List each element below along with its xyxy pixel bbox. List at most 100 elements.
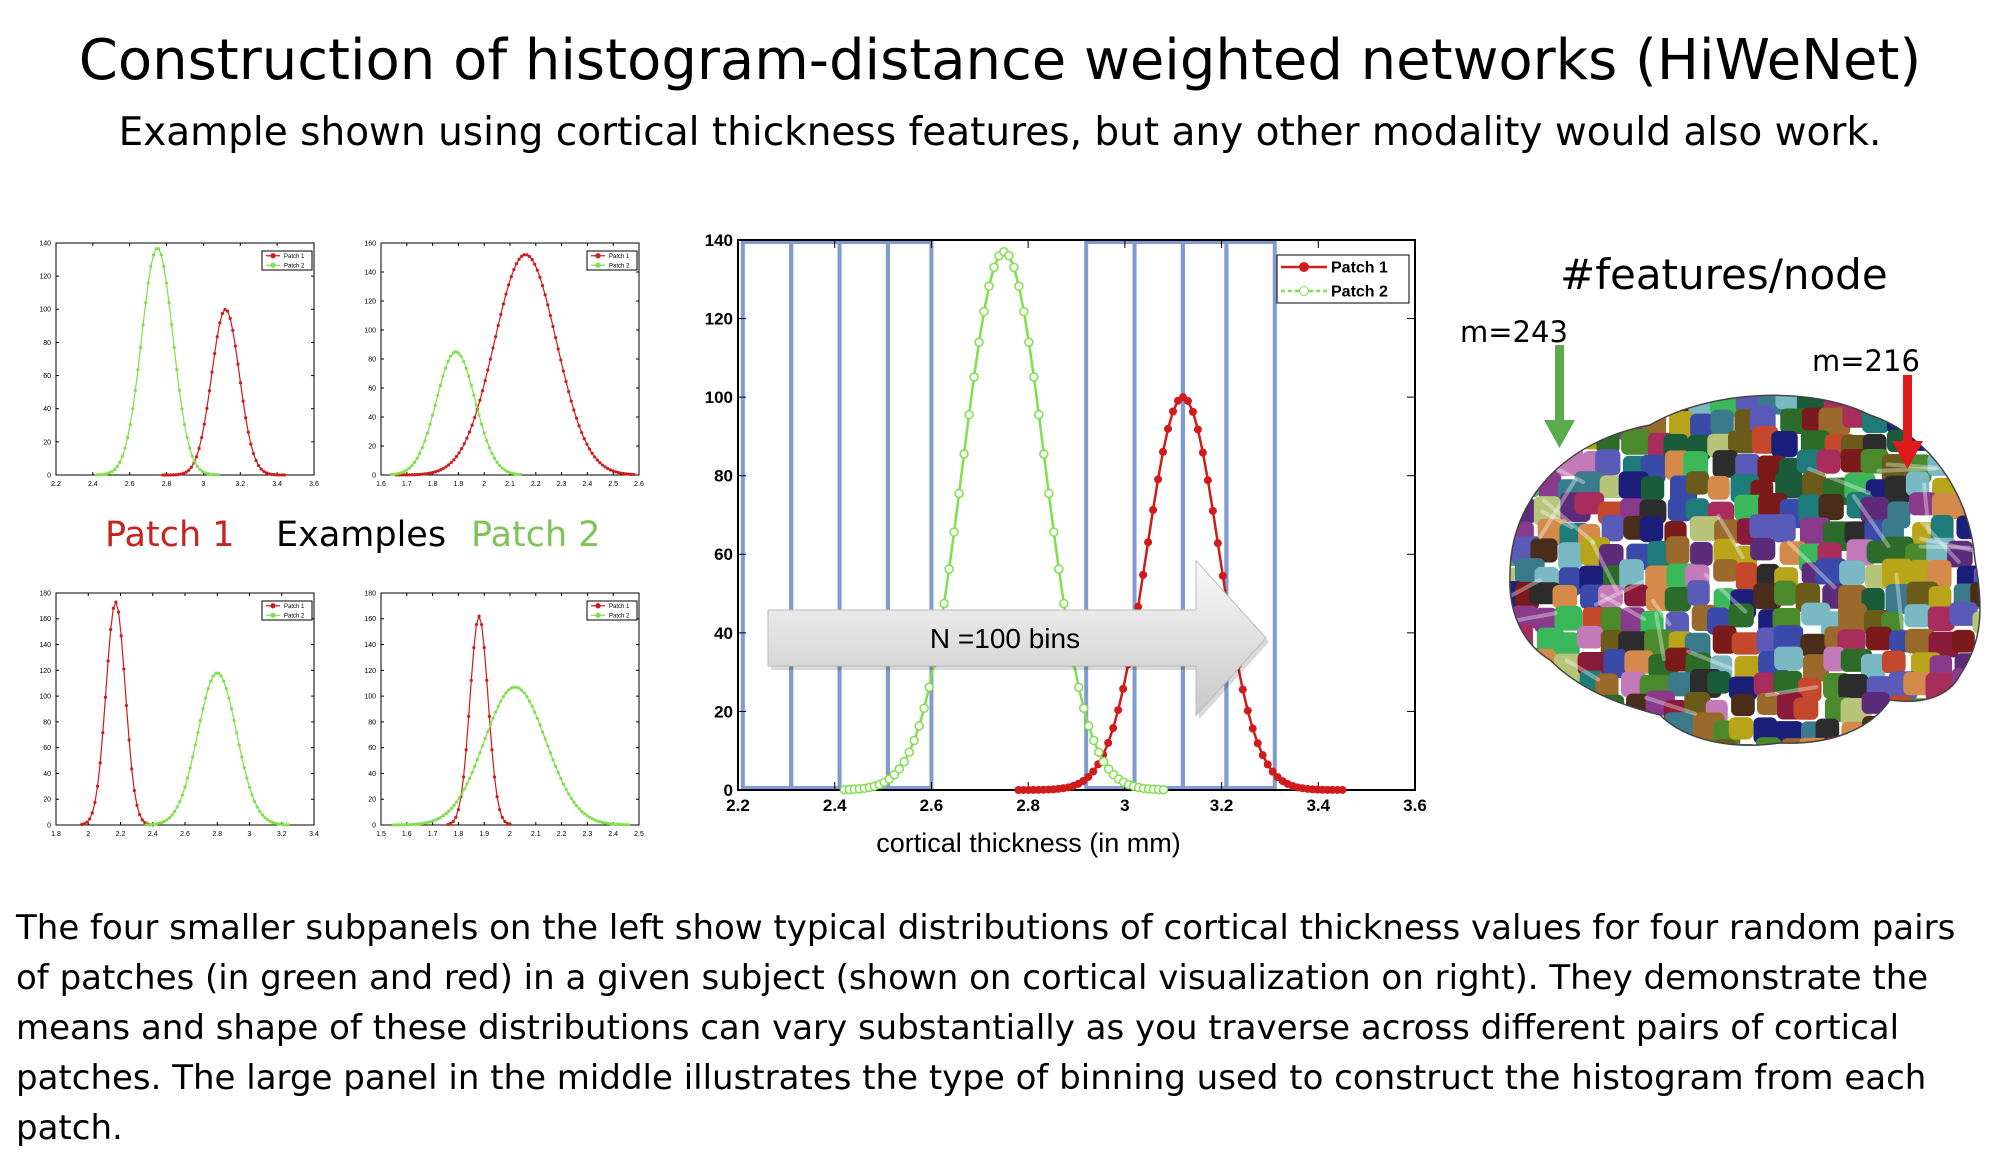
series-point	[535, 268, 539, 272]
y-tick-label: 40	[43, 406, 51, 413]
cortical-patch	[1844, 521, 1869, 545]
x-tick-label: 2.4	[823, 796, 847, 815]
series-point	[1238, 685, 1247, 694]
series-point	[268, 819, 272, 823]
series-point	[407, 473, 412, 477]
cortical-patch	[1575, 361, 1606, 391]
m-left-label: m=243	[1460, 315, 1568, 349]
series-point	[161, 473, 165, 477]
x-tick-label: 2.2	[557, 831, 567, 838]
cortical-patch	[1509, 411, 1513, 438]
cortical-patch	[1818, 407, 1851, 436]
cortical-patch	[1949, 602, 1978, 626]
cortical-patch	[1905, 471, 1930, 496]
series-point	[512, 685, 516, 689]
y-tick-label: 120	[364, 668, 376, 675]
series-point	[208, 472, 213, 476]
cortical-patch	[1671, 758, 1698, 784]
series-point	[138, 812, 142, 817]
series-point	[461, 359, 466, 363]
cortical-patch	[1599, 370, 1623, 395]
cortical-patch	[1624, 363, 1648, 393]
cortical-patch	[1913, 365, 1944, 392]
series-point	[195, 464, 200, 469]
x-tick-label: 1.8	[454, 831, 464, 838]
series-point	[894, 764, 904, 774]
series-point	[246, 430, 250, 434]
series-point	[130, 767, 134, 771]
series-point	[465, 782, 469, 786]
series-point	[443, 366, 448, 370]
gyrus-highlight	[1509, 578, 1543, 606]
series-point	[189, 465, 193, 469]
cortical-patch	[1714, 519, 1745, 544]
series-point	[1253, 739, 1262, 748]
series-point	[410, 463, 414, 468]
series-point	[415, 822, 419, 826]
series-point	[593, 455, 597, 459]
series-point	[527, 254, 532, 259]
series-point	[276, 822, 280, 826]
series-point	[110, 469, 114, 474]
series-point	[389, 472, 393, 477]
series-point	[436, 393, 440, 397]
cortical-patch	[1953, 449, 1981, 478]
series-point	[397, 823, 401, 827]
series-point	[1268, 767, 1277, 776]
series-point	[478, 398, 482, 402]
histogram-bin	[885, 240, 934, 790]
cortical-patch	[1839, 560, 1866, 585]
cortical-patch	[1753, 717, 1778, 744]
series-point	[474, 622, 479, 627]
axes-frame	[55, 242, 315, 476]
series-point	[454, 800, 459, 804]
y-tick-label: 20	[368, 443, 376, 450]
series-point	[439, 815, 443, 819]
series-point	[500, 466, 504, 470]
cortical-patch	[1733, 756, 1756, 784]
axes-frame	[380, 592, 640, 826]
cortical-patch	[1800, 361, 1825, 389]
cortical-patch	[1837, 629, 1866, 652]
cortical-patch	[1530, 697, 1554, 722]
series-point	[533, 710, 537, 714]
series-point	[499, 312, 503, 317]
series-point	[564, 787, 568, 791]
series-point	[595, 458, 599, 462]
x-axis-label: cortical thickness (in mm)	[876, 828, 1181, 858]
cortical-patch	[1971, 395, 1981, 411]
cortical-patch	[1684, 692, 1711, 719]
cortical-patch	[1574, 492, 1605, 515]
cortical-patch	[1881, 650, 1906, 674]
x-tick-label: 3	[1120, 796, 1129, 815]
series-point	[460, 447, 464, 451]
series-point	[621, 471, 626, 476]
gyrus-highlight	[1599, 593, 1647, 621]
series-line	[146, 672, 289, 826]
series-point	[441, 374, 445, 378]
x-tick-label: 2.5	[634, 831, 644, 838]
series-point	[177, 388, 181, 392]
series-point	[282, 473, 287, 477]
series-point	[486, 730, 490, 734]
series-line	[81, 600, 153, 826]
cortical-patch	[1818, 493, 1844, 521]
cortical-patch	[1509, 435, 1538, 459]
series-point	[123, 446, 127, 450]
series-point	[412, 460, 417, 464]
legend-marker	[270, 253, 276, 259]
series-point	[1168, 407, 1177, 416]
x-tick-label: 2	[508, 831, 512, 838]
y-tick-label: 120	[364, 298, 376, 305]
series-point	[185, 776, 190, 780]
series-point	[210, 370, 214, 374]
series-point	[400, 470, 404, 475]
cortical-patch	[1509, 624, 1511, 654]
series-point	[480, 744, 485, 748]
series-point	[447, 809, 451, 813]
series-point	[1149, 505, 1158, 514]
green-arrow-shaft	[1555, 345, 1564, 422]
cortical-patch	[1860, 653, 1886, 684]
y-tick-label: 80	[43, 340, 51, 347]
series-point	[944, 564, 954, 574]
